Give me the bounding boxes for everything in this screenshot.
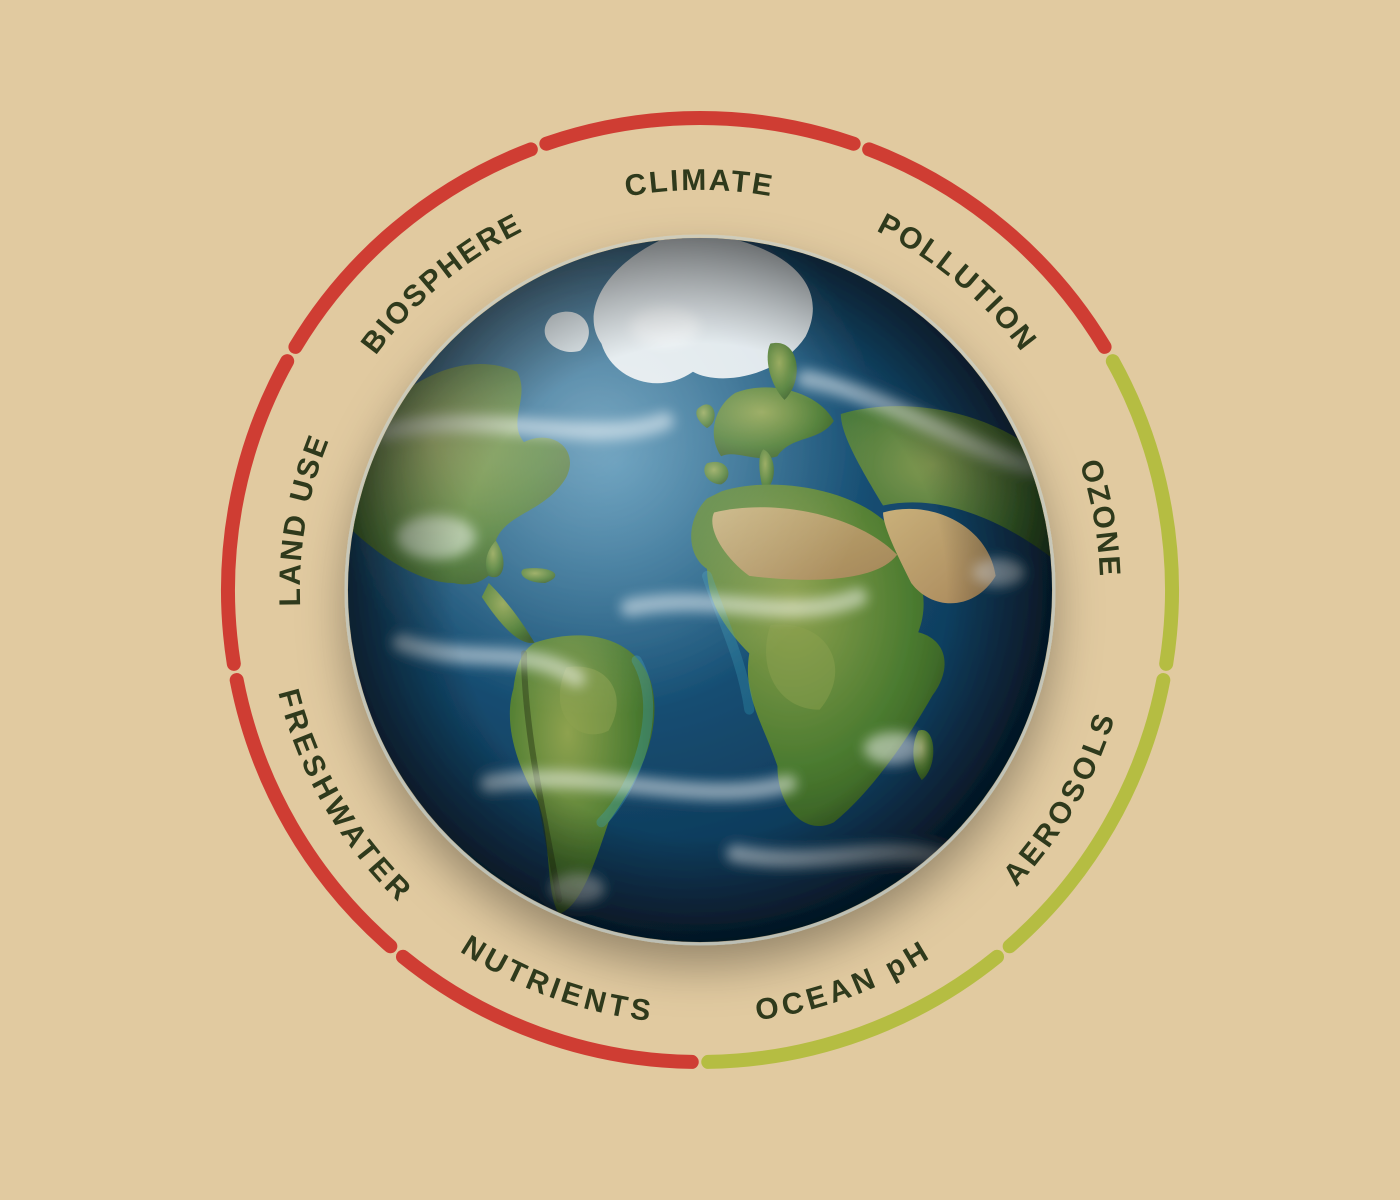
label-climate: CLIMATE: [622, 164, 777, 204]
ring-arc-aerosols: [1010, 680, 1164, 946]
ring-arc-freshwater: [237, 680, 391, 946]
ring-arc-ozone: [1113, 361, 1172, 664]
label-land-use: LAND USE: [274, 429, 337, 607]
diagram-stage: CLIMATEPOLLUTIONOZONEAEROSOLSOCEAN pHNUT…: [0, 0, 1400, 1200]
globe: [341, 231, 1070, 944]
ring-arc-land-use: [228, 361, 287, 664]
label-ozone: OZONE: [1073, 456, 1126, 580]
ring-arc-climate: [546, 118, 853, 144]
